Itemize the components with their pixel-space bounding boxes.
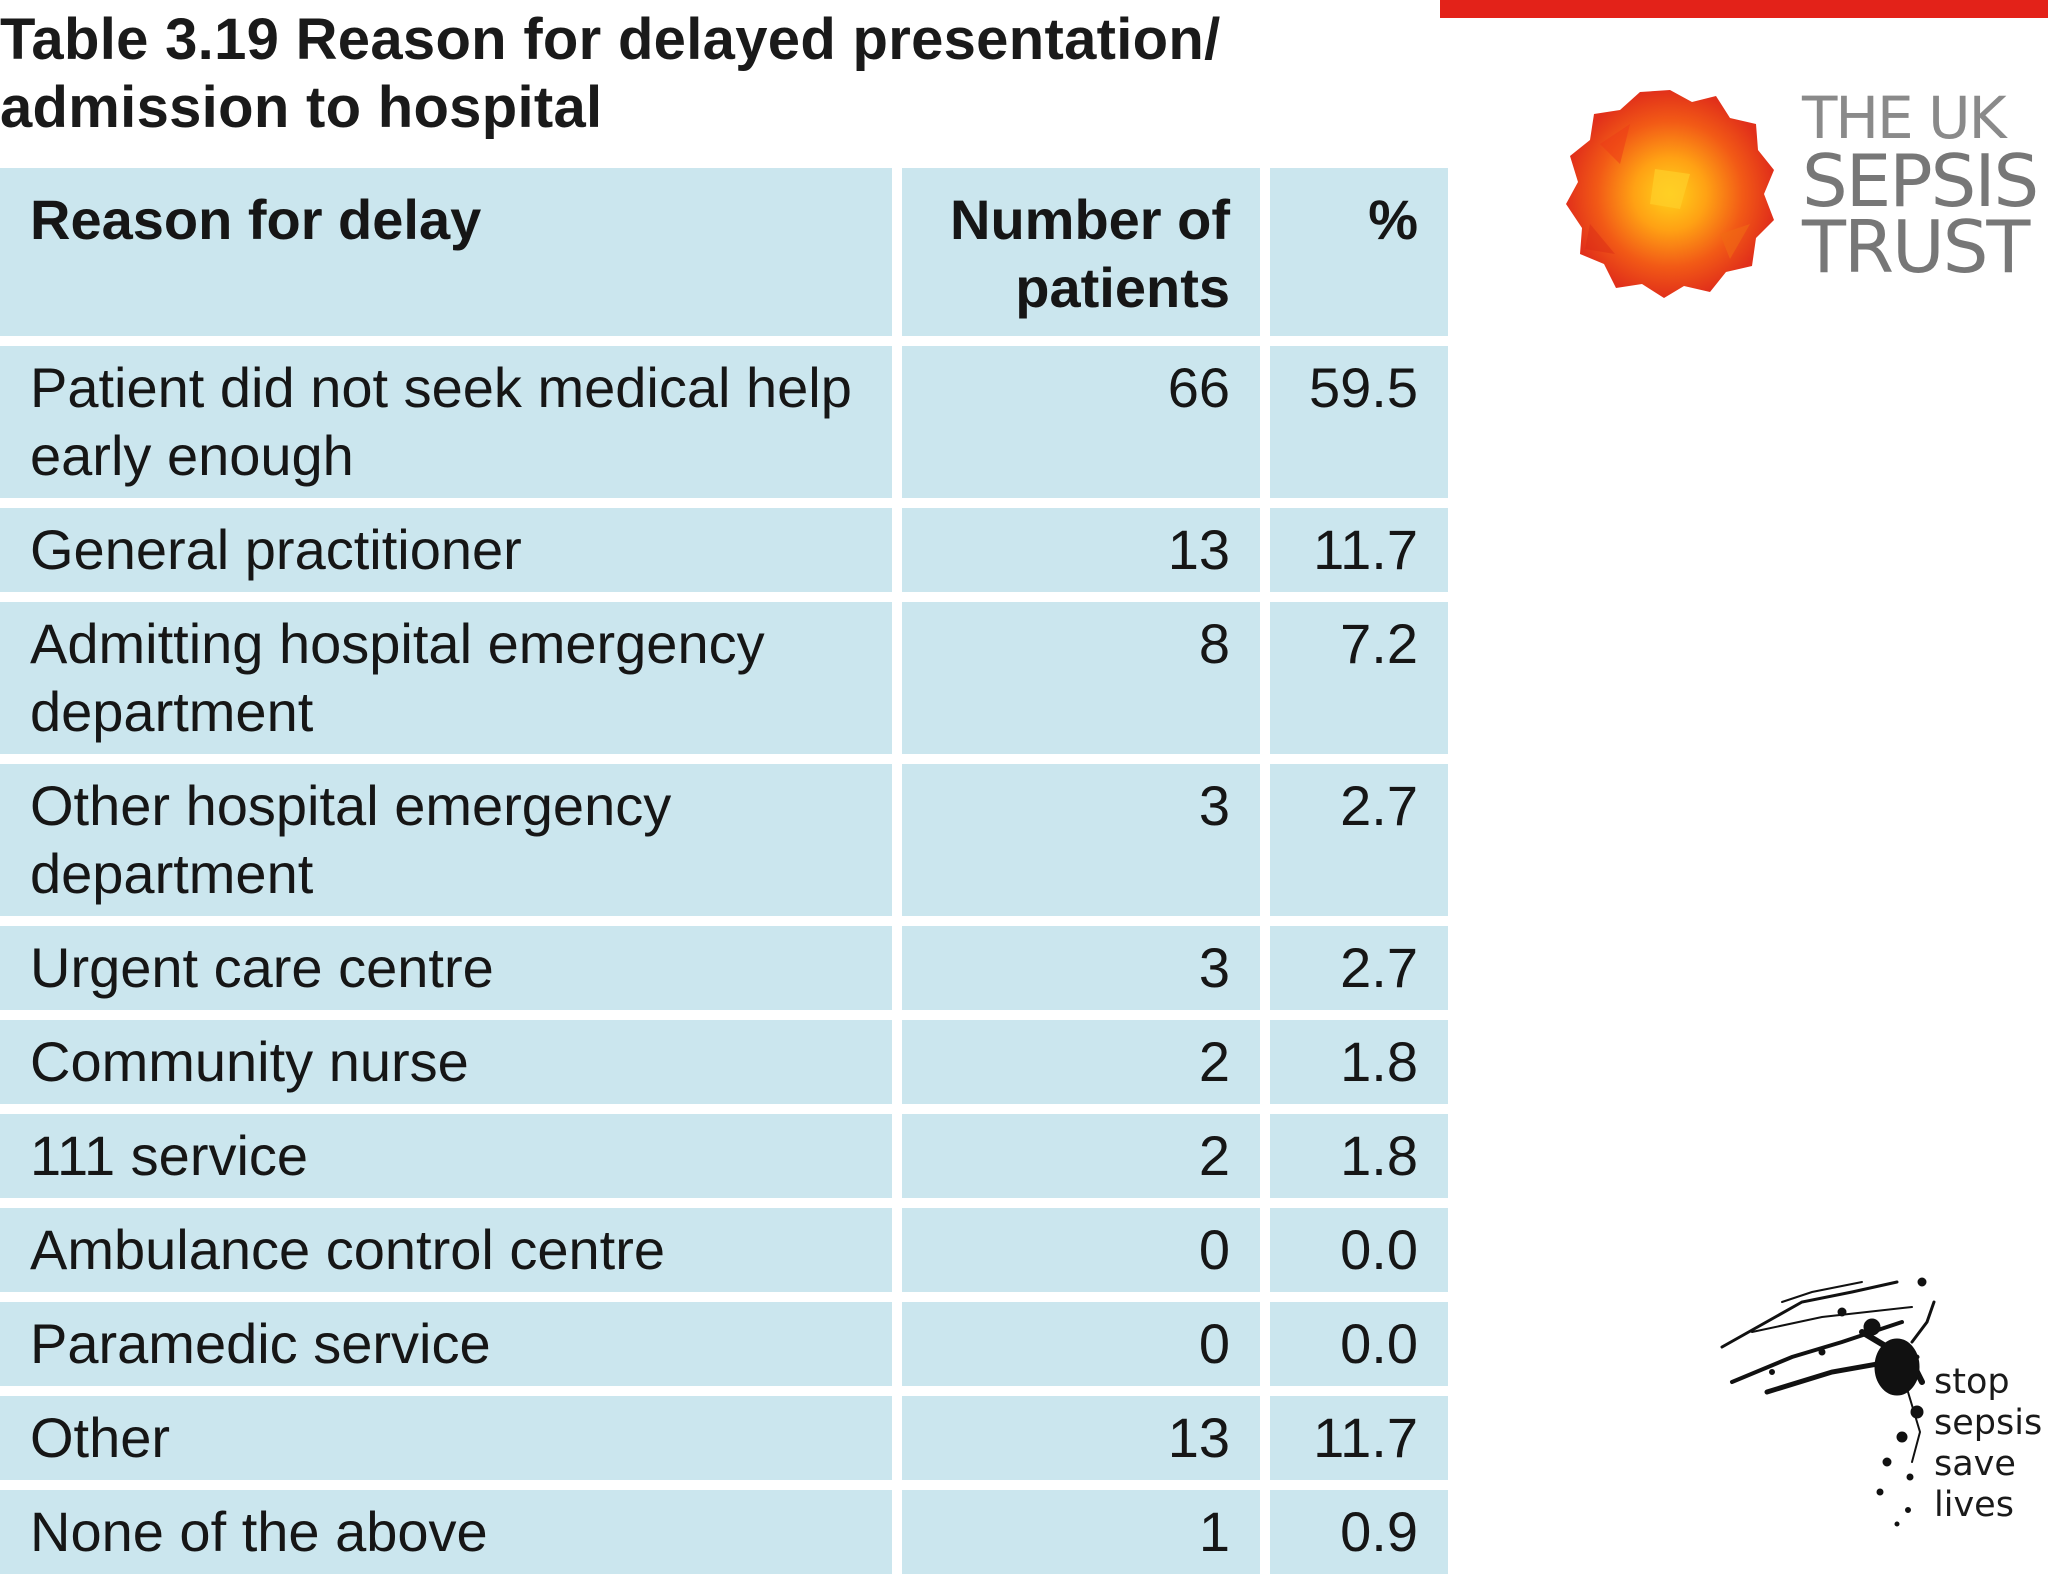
cell-number: 13 — [902, 1396, 1260, 1480]
cell-percent: 0.9 — [1270, 1490, 1448, 1574]
cell-reason: Admitting hospital emergency department — [0, 602, 892, 754]
delay-reasons-table: Reason for delay Number of patients % Pa… — [0, 158, 1458, 1584]
table-row: General practitioner 13 11.7 — [0, 508, 1448, 592]
cell-number: 66 — [902, 346, 1260, 498]
slogan-line-sepsis: sepsis — [1934, 1403, 2043, 1443]
cell-percent: 11.7 — [1270, 1396, 1448, 1480]
table-row: Admitting hospital emergency department … — [0, 602, 1448, 754]
cell-percent: 1.8 — [1270, 1020, 1448, 1104]
cell-reason: General practitioner — [0, 508, 892, 592]
slogan-line-save: save — [1934, 1444, 2016, 1484]
cell-percent: 0.0 — [1270, 1208, 1448, 1292]
cell-number: 1 — [902, 1490, 1260, 1574]
cell-percent: 1.8 — [1270, 1114, 1448, 1198]
cell-percent: 11.7 — [1270, 508, 1448, 592]
column-header-number: Number of patients — [902, 168, 1260, 336]
table-row: Patient did not seek medical help early … — [0, 346, 1448, 498]
cell-percent: 2.7 — [1270, 926, 1448, 1010]
cell-percent: 2.7 — [1270, 764, 1448, 916]
ink-splatter-icon — [1720, 1277, 1936, 1527]
cell-number: 2 — [902, 1114, 1260, 1198]
logo-line-the-uk: THE UK — [1802, 84, 2007, 152]
cell-percent: 59.5 — [1270, 346, 1448, 498]
logo-line-trust: TRUST — [1802, 205, 2030, 289]
table-header-row: Reason for delay Number of patients % — [0, 168, 1448, 336]
cell-number: 0 — [902, 1208, 1260, 1292]
cell-number: 3 — [902, 764, 1260, 916]
sepsis-burst-icon — [1566, 90, 1774, 298]
cell-percent: 0.0 — [1270, 1302, 1448, 1386]
cell-reason: Urgent care centre — [0, 926, 892, 1010]
stop-sepsis-slogan: stop sepsis save lives — [1934, 1362, 2042, 1526]
table-row: Community nurse 2 1.8 — [0, 1020, 1448, 1104]
table-row: 111 service 2 1.8 — [0, 1114, 1448, 1198]
cell-percent: 7.2 — [1270, 602, 1448, 754]
table-row: Ambulance control centre 0 0.0 — [0, 1208, 1448, 1292]
slogan-line-stop: stop — [1934, 1362, 2010, 1402]
cell-reason: Other hospital emergency department — [0, 764, 892, 916]
slogan-line-lives: lives — [1934, 1485, 2014, 1525]
cell-reason: 111 service — [0, 1114, 892, 1198]
table-row: None of the above 1 0.9 — [0, 1490, 1448, 1574]
cell-number: 3 — [902, 926, 1260, 1010]
table-row: Other 13 11.7 — [0, 1396, 1448, 1480]
table-row: Urgent care centre 3 2.7 — [0, 926, 1448, 1010]
cell-number: 8 — [902, 602, 1260, 754]
cell-reason: None of the above — [0, 1490, 892, 1574]
logo-line-sepsis: SEPSIS — [1802, 139, 2039, 223]
column-header-percent: % — [1270, 168, 1448, 336]
cell-number: 0 — [902, 1302, 1260, 1386]
cell-reason: Community nurse — [0, 1020, 892, 1104]
cell-reason: Patient did not seek medical help early … — [0, 346, 892, 498]
cell-reason: Ambulance control centre — [0, 1208, 892, 1292]
uk-sepsis-trust-logo: THE UK SEPSIS TRUST — [1560, 84, 2040, 304]
cell-number: 2 — [902, 1020, 1260, 1104]
table-row: Paramedic service 0 0.0 — [0, 1302, 1448, 1386]
logo-wordmark: THE UK SEPSIS TRUST — [1802, 84, 2039, 289]
table-row: Other hospital emergency department 3 2.… — [0, 764, 1448, 916]
table-title: Table 3.19 Reason for delayed presentati… — [0, 7, 1221, 140]
cell-reason: Paramedic service — [0, 1302, 892, 1386]
cell-number: 13 — [902, 508, 1260, 592]
cell-reason: Other — [0, 1396, 892, 1480]
column-header-reason: Reason for delay — [0, 168, 892, 336]
top-accent-bar — [1440, 0, 2048, 18]
stop-sepsis-logo: stop sepsis save lives — [1712, 1262, 2042, 1532]
